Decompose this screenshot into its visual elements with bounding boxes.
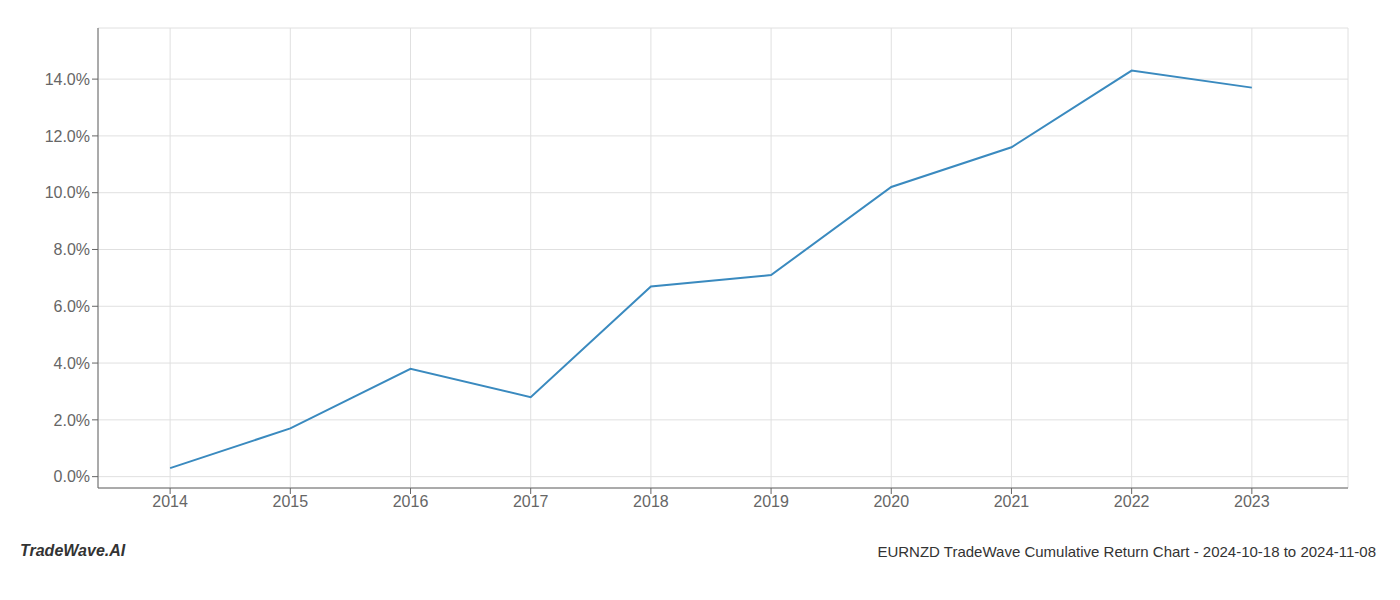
svg-text:8.0%: 8.0% [54, 241, 90, 258]
svg-text:2019: 2019 [753, 493, 789, 510]
svg-text:2015: 2015 [273, 493, 309, 510]
html-text:EURNZD TradeWave Cumulative Re: EURNZD TradeWave Cumulative Return Chart… [877, 543, 1376, 560]
svg-text:0.0%: 0.0% [54, 468, 90, 485]
svg-text:2018: 2018 [633, 493, 669, 510]
svg-text:2021: 2021 [994, 493, 1030, 510]
svg-text:2022: 2022 [1114, 493, 1150, 510]
svg-text:10.0%: 10.0% [45, 184, 90, 201]
svg-text:2014: 2014 [152, 493, 188, 510]
svg-text:2017: 2017 [513, 493, 549, 510]
svg-text:2023: 2023 [1234, 493, 1270, 510]
svg-text:12.0%: 12.0% [45, 128, 90, 145]
svg-text:6.0%: 6.0% [54, 298, 90, 315]
svg-text:2020: 2020 [873, 493, 909, 510]
svg-text:4.0%: 4.0% [54, 355, 90, 372]
html-text:TradeWave.AI: TradeWave.AI [20, 542, 126, 559]
svg-text:14.0%: 14.0% [45, 71, 90, 88]
svg-text:2016: 2016 [393, 493, 429, 510]
svg-text:2.0%: 2.0% [54, 412, 90, 429]
